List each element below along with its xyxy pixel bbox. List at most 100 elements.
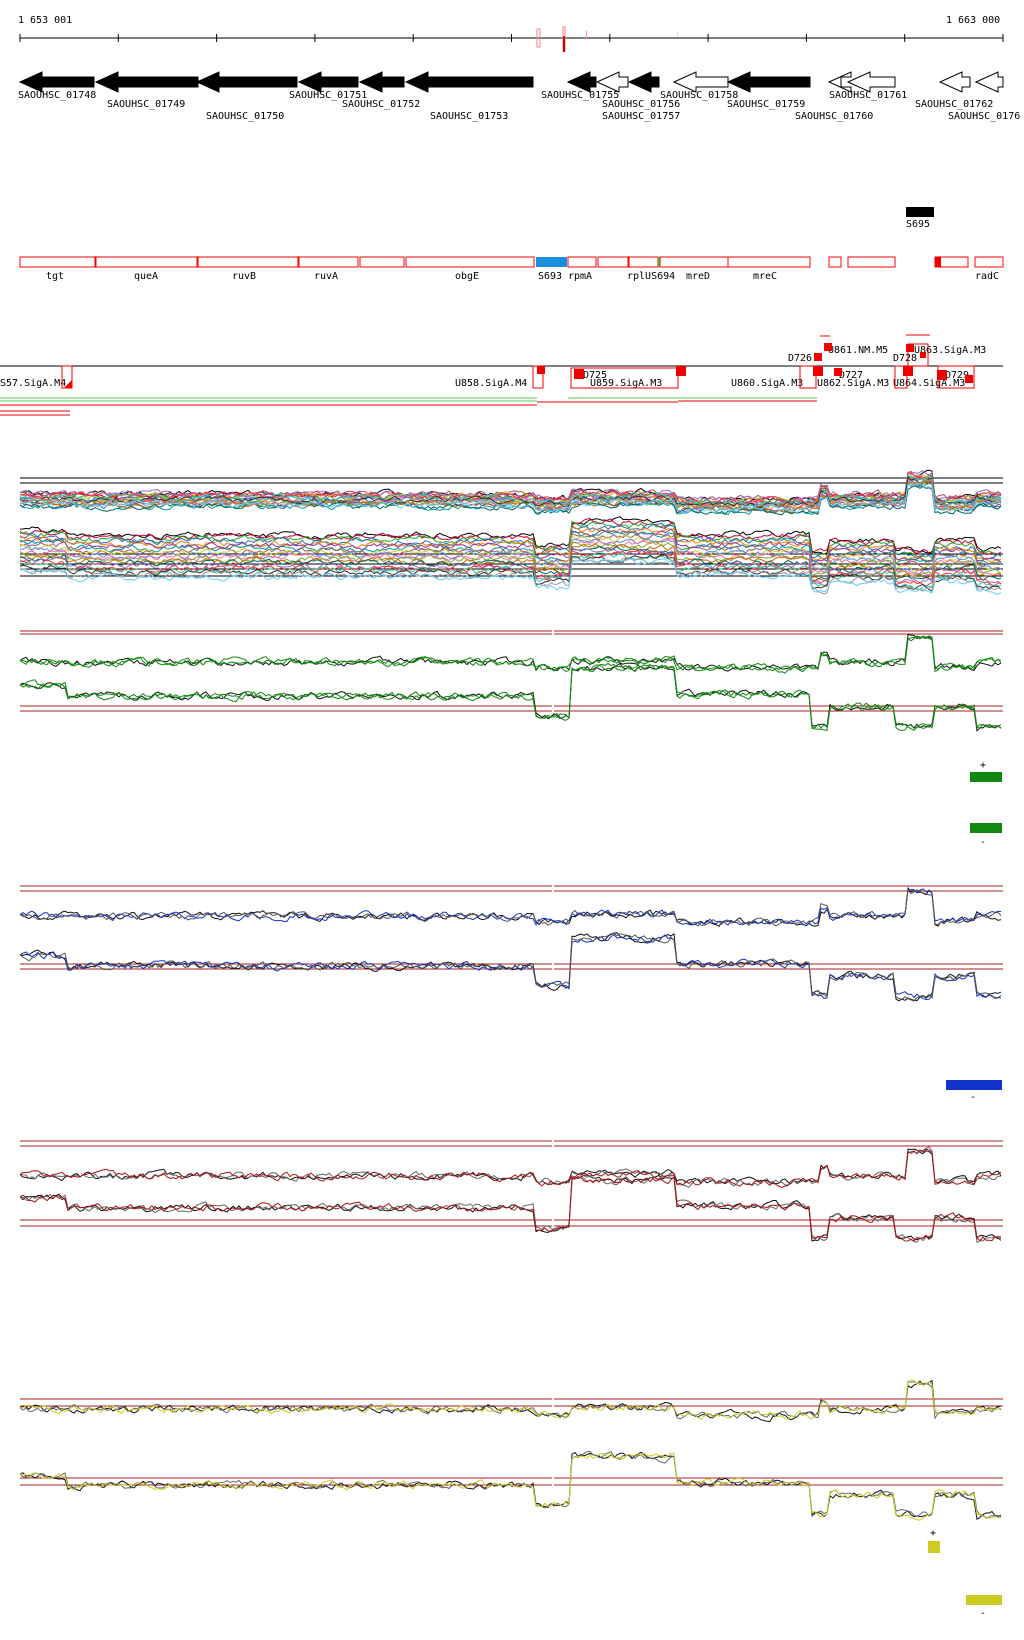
segment-label: ruvA (314, 271, 338, 282)
segment-box[interactable] (597, 256, 629, 268)
segment-box[interactable] (727, 256, 811, 268)
green-plus-label: + (980, 760, 986, 771)
gene-arrow[interactable] (595, 71, 629, 93)
gene-arrow[interactable] (94, 71, 199, 93)
segment-box[interactable] (95, 256, 198, 268)
expression-profile-bottom (19, 932, 1002, 1002)
segment-box[interactable] (974, 256, 1004, 268)
transcript-marker[interactable] (813, 366, 823, 376)
expression-profile-bottom (19, 932, 1002, 1002)
segment-box[interactable] (659, 256, 729, 268)
gene-arrow[interactable] (938, 71, 971, 93)
segment-box[interactable] (567, 256, 597, 268)
segment-box[interactable] (847, 256, 896, 268)
gene-arrow[interactable] (195, 71, 298, 93)
gene-arrow[interactable] (358, 71, 405, 93)
segment-s695-block[interactable] (906, 207, 934, 217)
gene-label: SAOUHSC_01755 (541, 90, 619, 101)
segment-box[interactable] (359, 256, 405, 268)
gene-arrow[interactable] (297, 71, 359, 93)
transcript-label: D726 (788, 353, 812, 364)
transcript-marker[interactable] (574, 369, 584, 379)
gene-arrow[interactable] (566, 71, 597, 93)
condition-profile-bottom (19, 530, 1002, 568)
transcript-marker[interactable] (814, 353, 822, 361)
condition-profile-top (19, 472, 1002, 505)
expression-profile-top (19, 888, 1002, 927)
condition-profile-bottom (19, 549, 1002, 587)
gene-label: SAOUHSC_01753 (430, 111, 508, 122)
green-minus-swatch (970, 823, 1002, 833)
segment-label: mreC (753, 271, 777, 282)
transcript-marker[interactable] (906, 344, 914, 352)
segment-label: S693 (538, 271, 562, 282)
transcript-marker[interactable] (937, 370, 947, 380)
transcript-marker[interactable] (834, 368, 842, 376)
condition-profile-bottom (19, 541, 1002, 578)
segment-box[interactable] (197, 256, 299, 268)
green-minus-label: - (980, 837, 986, 848)
ruler-start-label: 1 653 001 (18, 15, 72, 26)
condition-profile-bottom (19, 558, 1002, 595)
expression-profile-top (19, 889, 1002, 927)
segment-box[interactable] (828, 256, 842, 268)
condition-profile-bottom (19, 533, 1002, 570)
gene-label: SAOUHSC_01750 (206, 111, 284, 122)
gene-arrow[interactable] (974, 71, 1004, 93)
transcript-marker[interactable] (965, 375, 973, 383)
expression-profile-bottom (19, 1176, 1002, 1242)
gene-arrow[interactable] (672, 71, 729, 93)
gene-label: SAOUHSC_01749 (107, 99, 185, 110)
condition-profile-bottom (19, 537, 1002, 575)
gene-label: SAOUHSC_01757 (602, 111, 680, 122)
segment-box[interactable] (405, 256, 535, 268)
transcript-marker[interactable] (824, 343, 832, 351)
segment-s695-label: S695 (906, 219, 930, 230)
gene-arrow[interactable] (827, 71, 852, 93)
expression-profile-top (19, 886, 1002, 927)
green-expression-track (19, 629, 1003, 732)
blue-track-legend: - (946, 1080, 1002, 1103)
gene-label: SAOUHSC_01759 (727, 99, 805, 110)
gene-label: SAOUHSC_01762 (915, 99, 993, 110)
segment-box[interactable] (536, 257, 567, 267)
gene-arrow[interactable] (846, 71, 896, 93)
blue-minus-swatch (946, 1080, 1002, 1090)
expression-profile-top (19, 1380, 1002, 1420)
transcript-label: D728 (893, 353, 917, 364)
expression-profile-top (19, 1379, 1002, 1420)
gene-arrow[interactable] (627, 71, 660, 93)
expression-profile-top (19, 635, 1002, 673)
transcript-label: D727 (839, 370, 863, 381)
transcript-marker[interactable] (537, 366, 545, 374)
gene-arrow[interactable] (18, 71, 95, 93)
transcript-label: U862.SigA.M3 (817, 378, 889, 389)
gene-arrow[interactable] (726, 71, 811, 93)
condition-profile-top (19, 476, 1002, 509)
condition-profile-bottom (19, 554, 1002, 592)
gene-label: SAOUHSC_01756 (602, 99, 680, 110)
condition-profile-bottom (19, 537, 1002, 576)
transcript-label: U861.NM.M5 (828, 345, 888, 356)
segment-box[interactable] (19, 256, 96, 268)
gene-track: SAOUHSC_01748 SAOUHSC_01749 SAOUHSC_01750 S… (18, 71, 1020, 122)
segment-label: obgE (455, 271, 479, 282)
gene-arrow[interactable] (404, 71, 534, 93)
expression-profile-top (19, 1148, 1002, 1189)
segment-label: radC (975, 271, 999, 282)
transcript-marker[interactable] (920, 352, 926, 358)
green-plus-swatch (970, 772, 1002, 782)
yellow-plus-label: + (930, 1528, 936, 1539)
segment-box-highlight (935, 257, 941, 267)
expression-profile-top (19, 1146, 1001, 1188)
segment-box[interactable] (628, 256, 659, 268)
condition-profile-bottom (19, 520, 1002, 558)
segment-box[interactable] (298, 256, 359, 268)
blue-expression-track (19, 884, 1003, 1002)
transcript-marker[interactable] (903, 366, 913, 376)
gene-label: SAOUHSC_01751 (289, 90, 367, 101)
transcript-marker[interactable] (676, 366, 686, 376)
transcript-label-left: S57.SigA.M4 (0, 378, 66, 389)
